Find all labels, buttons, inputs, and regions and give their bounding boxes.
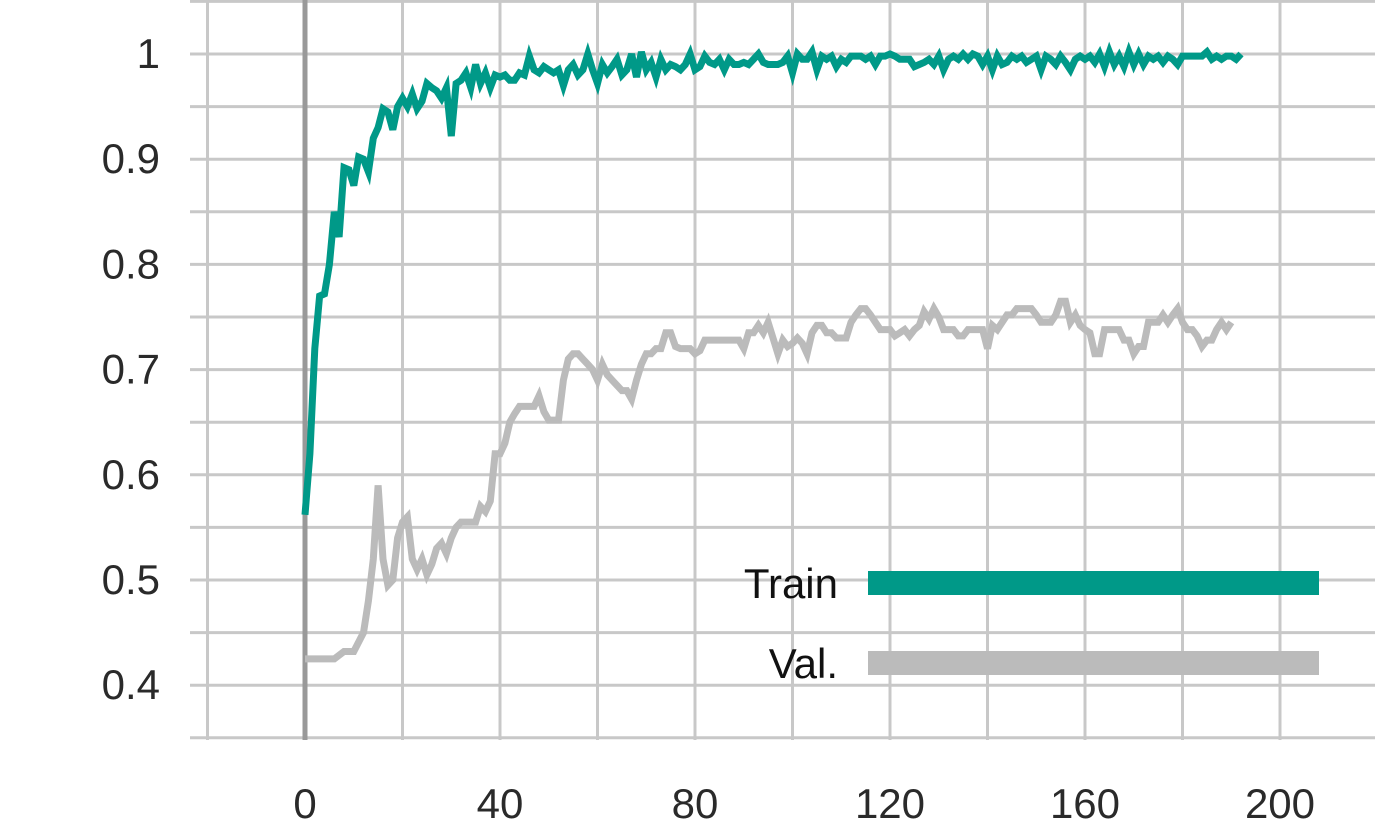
x-axis-tick-labels: 0 40 80 120 160 200 — [293, 780, 1315, 827]
grid — [190, 0, 1375, 740]
legend-label: Train — [744, 560, 838, 607]
x-tick-label: 40 — [477, 780, 524, 827]
legend-swatch — [868, 651, 1319, 675]
y-axis-tick-labels: 0.4 0.5 0.6 0.7 0.8 0.9 1 — [102, 30, 160, 708]
x-tick-label: 200 — [1245, 780, 1315, 827]
y-tick-label: 0.4 — [102, 661, 160, 708]
legend-label: Val. — [769, 640, 838, 687]
y-tick-label: 0.9 — [102, 135, 160, 182]
x-tick-label: 80 — [672, 780, 719, 827]
series-lines — [301, 41, 1244, 663]
legend-swatch — [868, 571, 1319, 595]
x-tick-label: 0 — [293, 780, 316, 827]
series-line-val — [305, 297, 1235, 663]
x-tick-label: 120 — [855, 780, 925, 827]
series-line-train — [301, 41, 1244, 516]
y-tick-label: 0.5 — [102, 556, 160, 603]
y-tick-label: 1 — [137, 30, 160, 77]
y-tick-label: 0.7 — [102, 346, 160, 393]
x-tick-label: 160 — [1050, 780, 1120, 827]
y-tick-label: 0.8 — [102, 240, 160, 287]
y-tick-label: 0.6 — [102, 451, 160, 498]
legend: Train Val. — [744, 560, 1319, 687]
